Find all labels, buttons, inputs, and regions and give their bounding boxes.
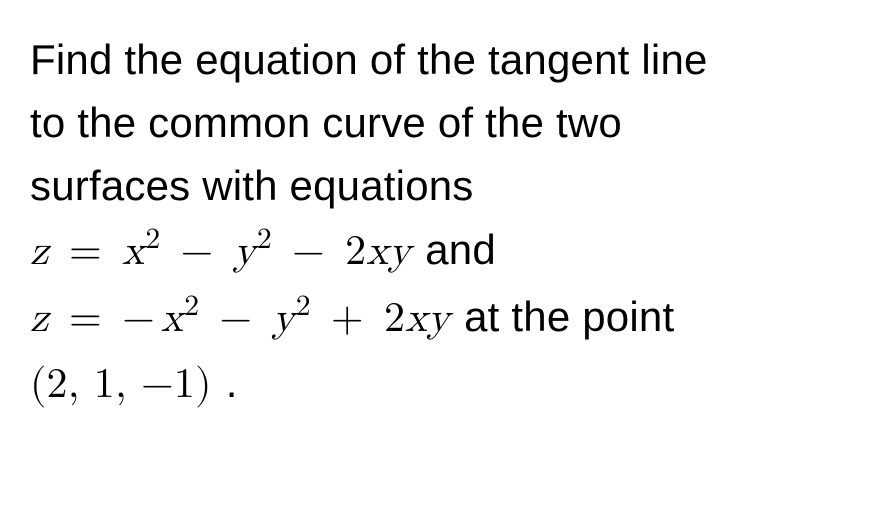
paren-close: ) — [195, 364, 212, 406]
negative-sign: − — [122, 298, 161, 340]
prose-line-1: Find the equation of the tangent line — [30, 28, 849, 91]
var-y: y — [389, 231, 411, 273]
minus-sign: − — [213, 298, 258, 340]
paren-open: ( — [30, 364, 47, 406]
var-x: x — [366, 231, 388, 273]
equation-2: z = −x2 − y2 + 2xy — [30, 298, 464, 340]
var-y: y — [234, 231, 256, 273]
plus-sign: + — [325, 298, 370, 340]
superscript-2: 2 — [144, 224, 160, 254]
period: . — [226, 359, 238, 406]
superscript-2: 2 — [295, 291, 311, 321]
equation-line-2: z = −x2 − y2 + 2xy at the point — [30, 284, 849, 351]
equals-sign: = — [63, 231, 108, 273]
equation-1: z = x2 − y2 − 2xy — [30, 231, 425, 273]
var-x: x — [405, 298, 427, 340]
prose-line-2: to the common curve of the two — [30, 91, 849, 154]
point-line: (2, 1, −1) . — [30, 351, 849, 417]
var-x: x — [161, 298, 183, 340]
problem-statement: Find the equation of the tangent line to… — [0, 0, 879, 510]
var-x: x — [122, 231, 144, 273]
var-y: y — [428, 298, 450, 340]
coef-2: 2 — [345, 231, 366, 273]
equation-line-1: z = x2 − y2 − 2xy and — [30, 217, 849, 284]
point-tuple: (2, 1, −1) — [30, 364, 226, 406]
word-and: and — [425, 226, 496, 273]
phrase-at-the-point: at the point — [464, 293, 674, 340]
point-values: 2, 1, −1 — [47, 364, 196, 406]
superscript-2: 2 — [256, 224, 272, 254]
equals-sign: = — [63, 298, 108, 340]
var-y: y — [272, 298, 294, 340]
minus-sign: − — [175, 231, 220, 273]
superscript-2: 2 — [183, 291, 199, 321]
var-z: z — [30, 298, 49, 340]
minus-sign: − — [286, 231, 331, 273]
coef-2: 2 — [384, 298, 405, 340]
prose-line-3: surfaces with equations — [30, 154, 849, 217]
var-z: z — [30, 231, 49, 273]
